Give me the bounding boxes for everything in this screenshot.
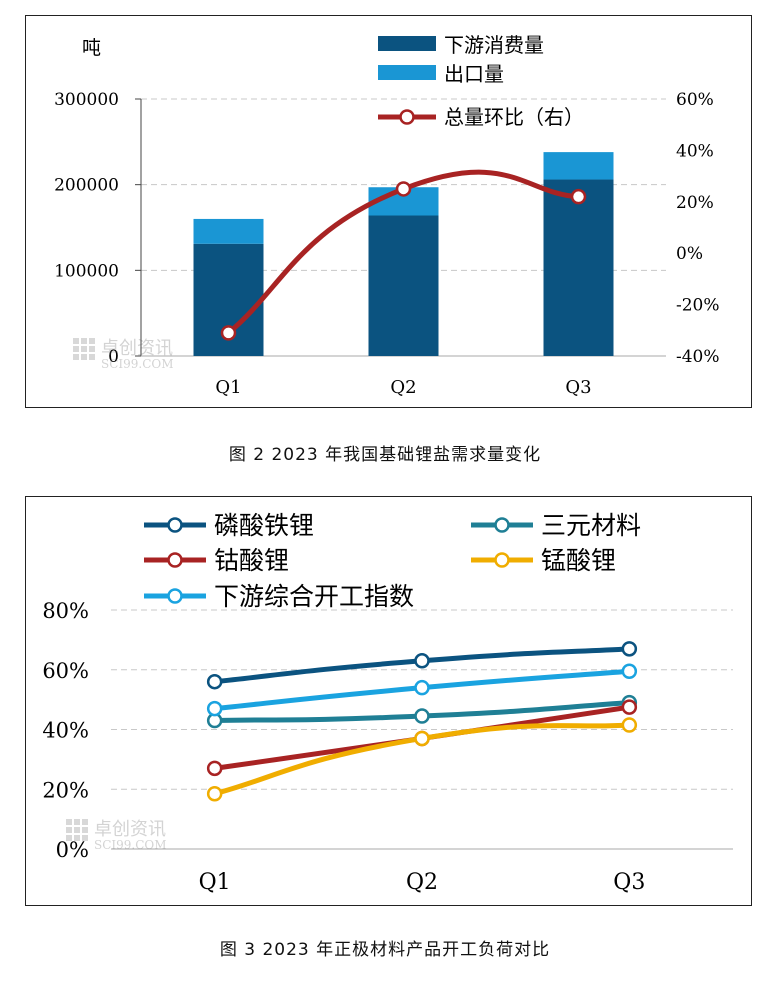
- legend-swatch: [378, 36, 436, 51]
- chart1-svg: 0 100000 200000 300000 吨 -40% -20% 0% 20% 40% 60% Q…: [54, 33, 720, 398]
- bar-export: [193, 218, 264, 244]
- series-point: [206, 760, 223, 777]
- x-tick-label: Q1: [215, 377, 241, 398]
- x-tick-label: Q2: [390, 377, 416, 398]
- bar-consumption: [543, 179, 614, 356]
- chart-panel-cathode-utilization: 0% 20% 40% 60% 80% Q1 Q2 Q3 卓创资讯 SCI99.COM 磷酸铁锂 三元材…: [25, 496, 752, 906]
- series-point: [621, 641, 638, 657]
- y-tick-label: 100000: [54, 261, 119, 281]
- chart2-caption: 图 3 2023 年正极材料产品开工负荷对比: [219, 940, 551, 960]
- y-axis-unit-label: 吨: [82, 37, 101, 59]
- bar-export: [543, 152, 614, 180]
- legend-swatch-marker: [399, 109, 415, 125]
- legend-swatch-marker: [167, 552, 183, 568]
- y-tick-label: 20%: [42, 778, 89, 802]
- legend-label: 钴酸锂: [214, 546, 289, 575]
- x-tick-label: Q3: [613, 870, 645, 895]
- series-point: [621, 717, 638, 733]
- line-point-total-qoq: [395, 181, 412, 197]
- series-point: [206, 700, 223, 717]
- y2-tick-label: 60%: [676, 90, 714, 110]
- legend-swatch-marker: [167, 517, 183, 533]
- series-point: [206, 673, 223, 690]
- legend-label: 三元材料: [541, 511, 641, 540]
- line-point-total-qoq: [220, 325, 237, 341]
- legend-swatch: [378, 65, 436, 80]
- series-point: [206, 785, 223, 802]
- y2-tick-label: 20%: [676, 193, 714, 213]
- y-tick-label: 80%: [42, 599, 89, 623]
- y2-tick-label: 0%: [676, 244, 703, 264]
- svg-text:SCI99.COM: SCI99.COM: [94, 838, 167, 852]
- legend-label: 总量环比（右）: [444, 105, 584, 129]
- x-tick-label: Q1: [199, 870, 231, 895]
- bar-consumption: [368, 215, 439, 356]
- y-tick-label: 200000: [54, 176, 119, 196]
- legend-label: 下游消费量: [444, 33, 544, 57]
- series-point: [414, 730, 430, 747]
- legend-swatch-marker: [494, 552, 510, 568]
- y-tick-label: 0%: [56, 838, 89, 862]
- series-point: [414, 708, 430, 724]
- y-tick-label: 40%: [42, 719, 89, 743]
- legend-label: 锰酸锂: [541, 546, 616, 575]
- y2-tick-label: -40%: [676, 347, 720, 367]
- line-point-total-qoq: [570, 188, 587, 205]
- legend-label: 磷酸铁锂: [214, 511, 314, 540]
- chart-panel-lithium-demand: 0 100000 200000 300000 吨 -40% -20% 0% 20% 40% 60% Q…: [25, 15, 752, 408]
- series-point: [621, 663, 638, 679]
- y-tick-label: 60%: [42, 659, 89, 683]
- series-point: [621, 699, 638, 715]
- x-tick-label: Q3: [565, 377, 591, 398]
- svg-text:卓创资讯: 卓创资讯: [101, 338, 173, 359]
- series-point: [414, 653, 430, 669]
- legend-swatch-marker: [494, 517, 510, 533]
- legend-label: 出口量: [444, 62, 504, 86]
- legend-swatch-marker: [167, 588, 183, 604]
- x-tick-label: Q2: [406, 870, 438, 895]
- y2-tick-label: -20%: [676, 296, 720, 316]
- chart1-caption: 图 2 2023 年我国基础锂盐需求量变化: [228, 445, 542, 465]
- legend-label: 下游综合开工指数: [214, 582, 414, 611]
- y2-tick-label: 40%: [676, 141, 714, 161]
- svg-text:卓创资讯: 卓创资讯: [94, 819, 166, 840]
- y-tick-label: 0: [108, 347, 119, 367]
- y-tick-label: 300000: [54, 90, 119, 110]
- series-point: [414, 679, 430, 696]
- svg-text:SCI99.COM: SCI99.COM: [101, 357, 174, 371]
